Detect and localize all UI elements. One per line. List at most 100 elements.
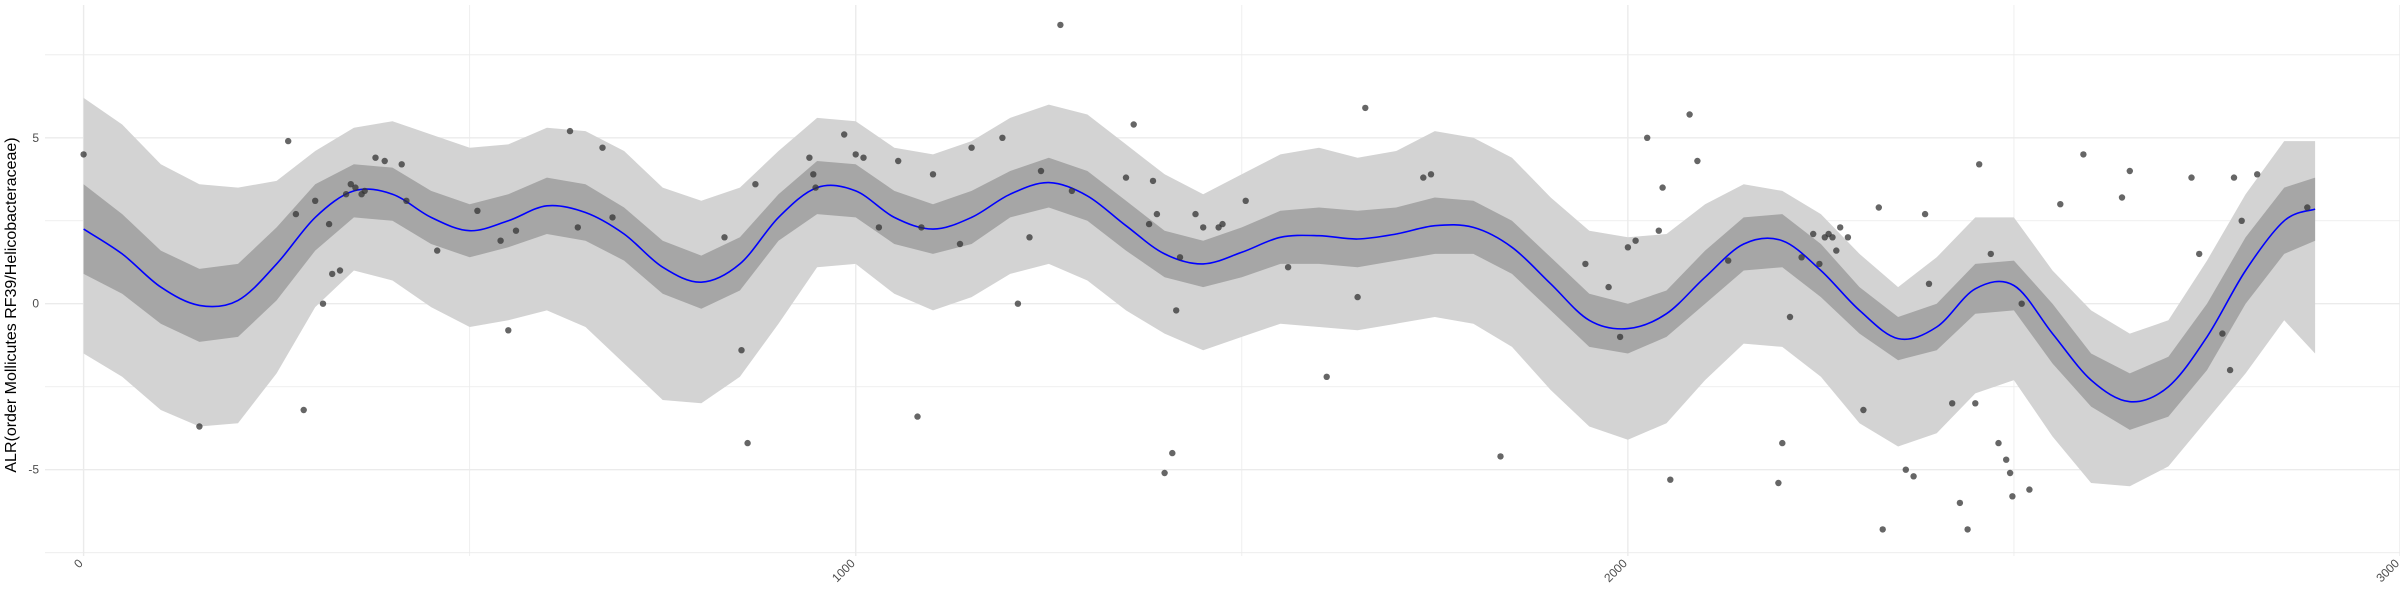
data-point — [721, 234, 728, 241]
x-tick-label: 1000 — [829, 556, 858, 585]
data-point — [2196, 250, 2203, 258]
data-point — [1153, 210, 1161, 218]
y-tick-label: 0 — [32, 297, 39, 311]
data-point — [875, 224, 883, 231]
data-point — [599, 144, 606, 151]
data-point — [1910, 473, 1917, 480]
data-point — [1582, 260, 1589, 268]
data-point — [1659, 184, 1666, 191]
data-point — [2304, 204, 2311, 211]
data-point — [2226, 366, 2234, 374]
data-point — [2254, 171, 2261, 178]
data-point — [1786, 313, 1794, 321]
data-point — [1037, 167, 1045, 175]
data-point — [895, 157, 902, 165]
data-point — [1860, 406, 1867, 414]
data-point — [1624, 244, 1632, 251]
data-point — [1798, 254, 1805, 261]
data-point — [325, 220, 333, 228]
data-point — [1323, 373, 1330, 380]
data-point — [285, 137, 292, 145]
data-point — [929, 171, 937, 178]
data-point — [574, 224, 581, 231]
data-point — [1964, 526, 1971, 533]
data-point — [434, 247, 441, 254]
data-point — [1605, 283, 1612, 291]
data-point — [2006, 469, 2014, 477]
data-point — [352, 184, 359, 191]
data-point — [1145, 220, 1153, 228]
data-point — [1169, 449, 1176, 457]
data-point — [2188, 174, 2195, 181]
data-point — [1354, 293, 1361, 301]
data-point — [2230, 174, 2238, 181]
data-point — [1667, 476, 1674, 483]
data-point — [512, 227, 520, 234]
data-points — [80, 21, 2311, 533]
data-point — [1833, 247, 1840, 254]
x-tick-label: 0 — [71, 556, 86, 571]
data-point — [1497, 453, 1504, 460]
data-point — [1632, 237, 1639, 244]
data-point — [300, 406, 307, 414]
data-point — [918, 224, 925, 231]
data-point — [1694, 157, 1701, 165]
data-point — [474, 207, 481, 214]
data-point — [1427, 171, 1435, 178]
data-point — [1014, 300, 1022, 307]
data-point — [497, 237, 504, 244]
data-point — [2219, 330, 2226, 337]
data-point — [1902, 466, 1910, 473]
data-point — [1200, 224, 1207, 231]
data-point — [1995, 439, 2002, 447]
data-point — [1844, 234, 1852, 241]
data-point — [744, 439, 751, 447]
data-point — [1779, 439, 1786, 447]
data-point — [1026, 234, 1033, 241]
data-point — [968, 144, 975, 151]
data-point — [398, 161, 405, 168]
data-point — [999, 134, 1006, 141]
data-point — [738, 347, 745, 354]
data-point — [1161, 469, 1168, 477]
data-point — [1921, 210, 1929, 218]
data-point — [1362, 104, 1369, 112]
data-point — [196, 423, 203, 430]
data-point — [1775, 479, 1782, 487]
data-point — [1816, 260, 1823, 268]
data-point — [403, 197, 410, 204]
data-point — [1949, 400, 1956, 407]
data-point — [1837, 224, 1844, 231]
data-point — [1149, 177, 1157, 185]
data-point — [1219, 220, 1226, 228]
data-point — [312, 197, 319, 204]
data-point — [1972, 400, 1979, 407]
y-tick-label: -5 — [28, 463, 39, 477]
data-point — [381, 157, 388, 165]
data-point — [342, 191, 350, 198]
data-point — [2118, 194, 2126, 201]
data-point — [1925, 280, 1933, 287]
data-point — [1655, 227, 1663, 234]
data-point — [609, 214, 616, 221]
data-point — [1122, 174, 1130, 181]
data-point — [80, 151, 87, 158]
x-tick-label: 2000 — [1601, 556, 1630, 585]
data-point — [752, 181, 759, 188]
data-point — [2009, 493, 2016, 500]
data-point — [2026, 486, 2033, 493]
data-point — [914, 413, 921, 420]
data-point — [1242, 197, 1249, 204]
data-point — [1057, 21, 1064, 29]
data-point — [956, 240, 964, 248]
data-point — [1976, 161, 1983, 168]
data-point — [336, 267, 344, 274]
data-point — [1810, 230, 1817, 238]
data-point — [852, 151, 859, 158]
data-point — [1875, 204, 1883, 211]
y-tick-label: 5 — [32, 131, 39, 145]
data-point — [1420, 174, 1427, 181]
data-point — [812, 184, 819, 191]
data-point — [2003, 456, 2010, 463]
